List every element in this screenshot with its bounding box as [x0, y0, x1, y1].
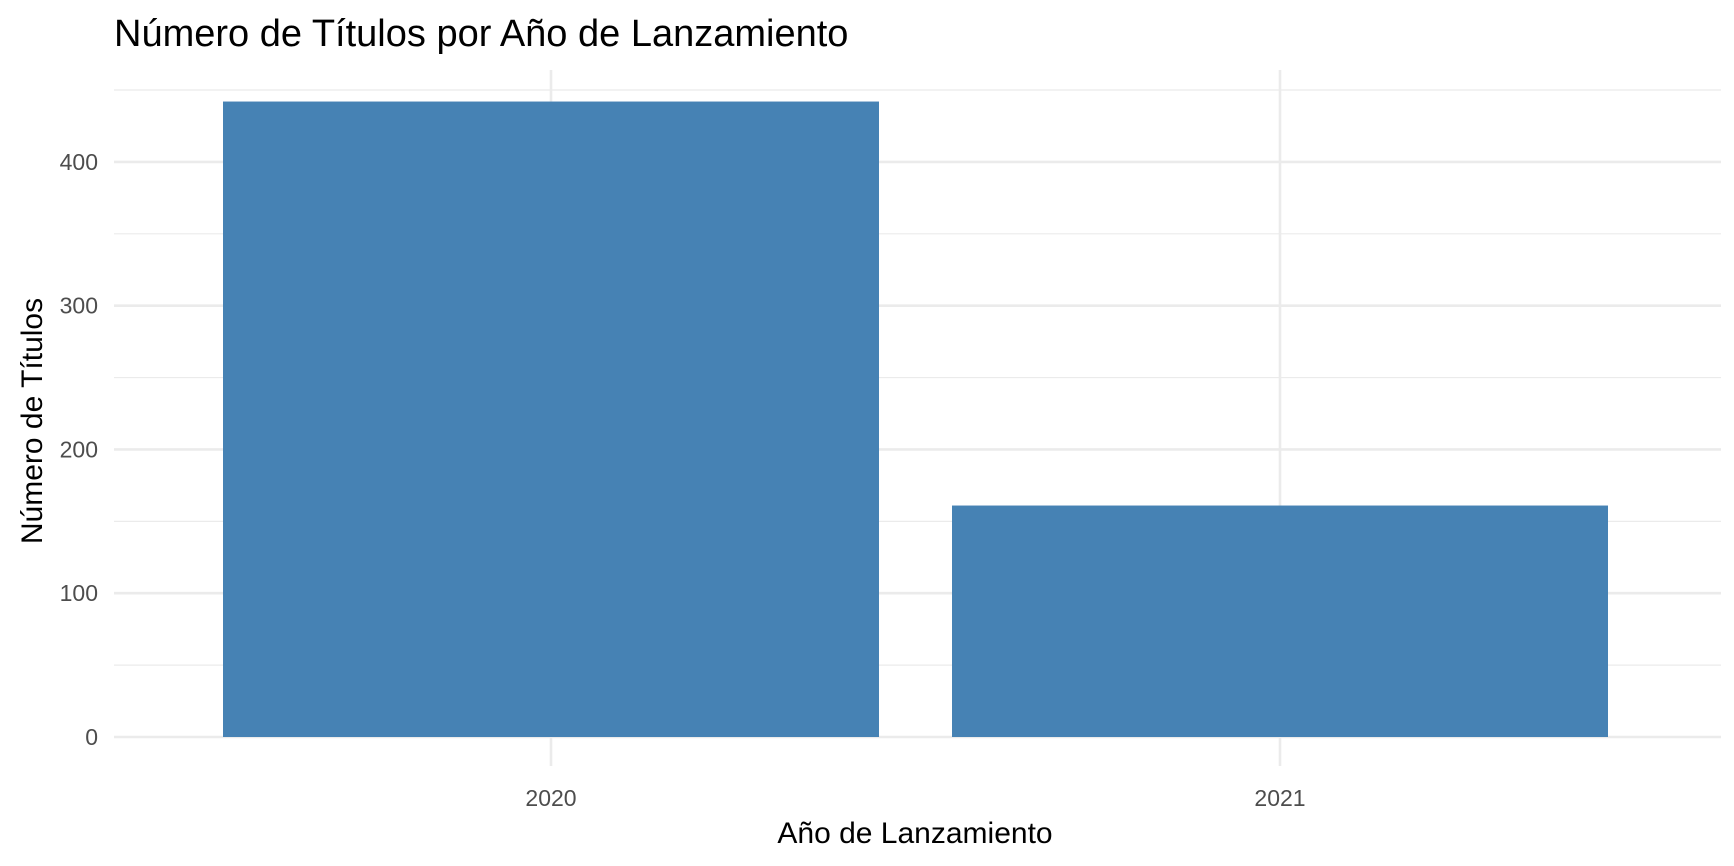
x-tick-label: 2020 — [525, 785, 576, 811]
bar-2020 — [223, 101, 879, 737]
y-tick-label: 400 — [60, 149, 98, 175]
y-tick-label: 100 — [60, 580, 98, 606]
y-axis-title: Número de Títulos — [16, 298, 49, 544]
bars — [223, 101, 1608, 737]
x-axis-ticks: 2020 2021 — [525, 785, 1305, 811]
chart-title: Número de Títulos por Año de Lanzamiento — [114, 13, 848, 55]
x-tick-label: 2021 — [1254, 785, 1305, 811]
y-tick-label: 0 — [85, 724, 98, 750]
bar-2021 — [952, 505, 1608, 737]
x-axis-title: Año de Lanzamiento — [777, 817, 1052, 850]
y-axis-ticks: 0 100 200 300 400 — [60, 149, 98, 750]
y-tick-label: 300 — [60, 293, 98, 319]
y-tick-label: 200 — [60, 436, 98, 462]
